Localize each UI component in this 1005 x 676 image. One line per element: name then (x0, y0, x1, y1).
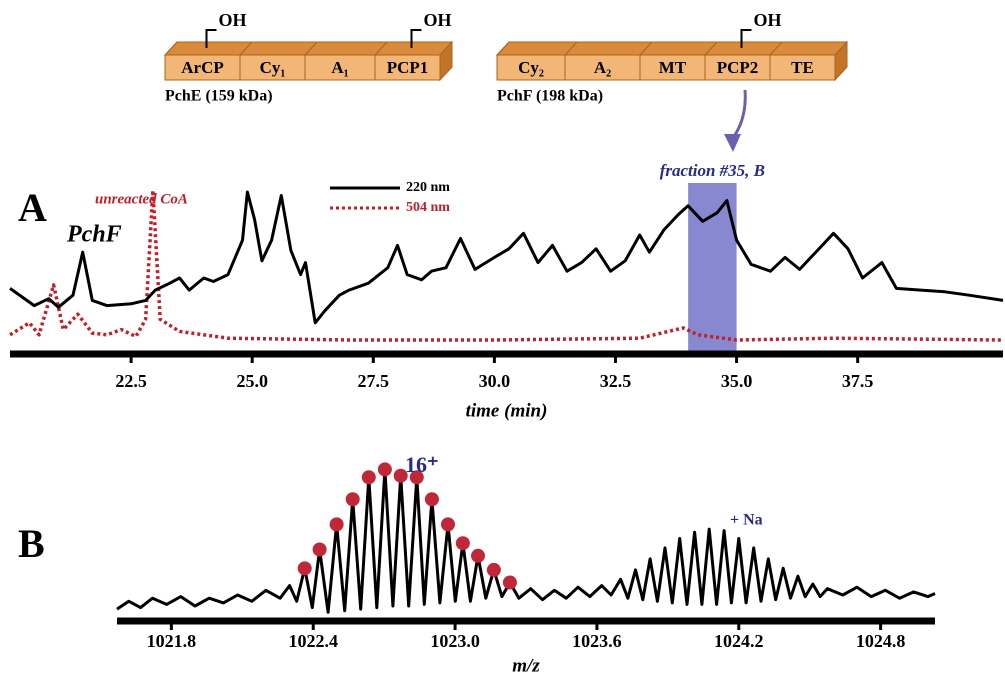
peak-marker (455, 536, 470, 551)
series-line (9, 188, 1004, 342)
peak-marker (297, 561, 312, 576)
x-tick-label: 1023.6 (572, 631, 622, 651)
protein-name: PchF (198 kDa) (497, 88, 603, 105)
x-tick-label: 22.5 (115, 371, 147, 391)
peak-marker (424, 492, 439, 507)
domain-top-divider (239, 41, 253, 56)
domain-top-divider (564, 41, 578, 56)
group-bond (740, 29, 752, 48)
protein-name: PchE (159 kDa) (165, 88, 273, 105)
group-label: OH (219, 10, 247, 30)
peak-marker (409, 470, 424, 485)
domain (769, 54, 836, 81)
x-tick-label: 1023.0 (430, 631, 480, 651)
domain-label: MT (659, 58, 687, 77)
domain-label: A₁ (331, 58, 348, 77)
domain-label: Cy₁ (260, 58, 286, 77)
domain-label: Cy₂ (518, 58, 544, 77)
annotation: 16⁺ (405, 452, 439, 477)
x-tick-label: 25.0 (236, 371, 268, 391)
series-line (9, 190, 1004, 325)
domain-top-divider (374, 41, 388, 56)
domain-top-divider (164, 41, 178, 56)
domain-top-divider (496, 41, 510, 56)
domain-label: PCP2 (717, 58, 759, 77)
x-tick-label: 32.5 (600, 371, 632, 391)
peak-marker (486, 562, 501, 577)
peak-marker (471, 548, 486, 563)
x-tick-label: 1022.4 (288, 631, 338, 651)
domain (639, 54, 706, 81)
annotation: PchF (66, 222, 122, 248)
x-axis-label: m/z (512, 655, 540, 676)
peak-marker (393, 468, 408, 483)
domain-label: ArCP (181, 58, 223, 77)
series-line (116, 467, 936, 614)
panel-label: A (18, 185, 47, 230)
annotation: unreacted CoA (95, 191, 188, 207)
domain-top-divider (304, 41, 318, 56)
x-tick-label: 35.0 (721, 371, 753, 391)
peak-marker (440, 517, 455, 532)
peak-marker (502, 575, 517, 590)
peak-marker (312, 542, 327, 557)
domain-top-divider (704, 41, 718, 56)
domain-label: PCP1 (387, 58, 429, 77)
peak-marker (361, 470, 376, 485)
group-bond (410, 29, 422, 48)
legend-label: 220 nm (406, 180, 450, 195)
annotation: + Na (730, 512, 763, 529)
x-tick-label: 1021.8 (147, 631, 197, 651)
domain-top-divider (769, 41, 783, 56)
x-tick-label: 1024.8 (856, 631, 906, 651)
legend-label: 504 nm (406, 200, 450, 215)
x-tick-label: 37.5 (842, 371, 874, 391)
domain-top (163, 41, 454, 56)
domain (239, 54, 306, 81)
peak-marker (377, 462, 392, 477)
domain (496, 54, 566, 81)
x-axis-label: time (min) (466, 400, 548, 421)
peak-marker (345, 492, 360, 507)
domain-top-divider (639, 41, 653, 56)
group-label: OH (424, 10, 452, 30)
arrow (731, 89, 747, 139)
domain-label: A₂ (594, 58, 611, 77)
domain (304, 54, 376, 81)
highlight-label: fraction #35, B (660, 161, 765, 180)
arrow-head (724, 134, 741, 152)
peak-marker (329, 517, 344, 532)
x-tick-label: 30.0 (479, 371, 511, 391)
domain-top (495, 41, 849, 56)
domain-label: TE (791, 58, 814, 77)
x-tick-label: 27.5 (358, 371, 390, 391)
group-bond (205, 29, 217, 48)
domain (564, 54, 641, 81)
panel-label: B (18, 521, 45, 566)
group-label: OH (754, 10, 782, 30)
x-tick-label: 1024.2 (714, 631, 764, 651)
domain (374, 54, 441, 81)
